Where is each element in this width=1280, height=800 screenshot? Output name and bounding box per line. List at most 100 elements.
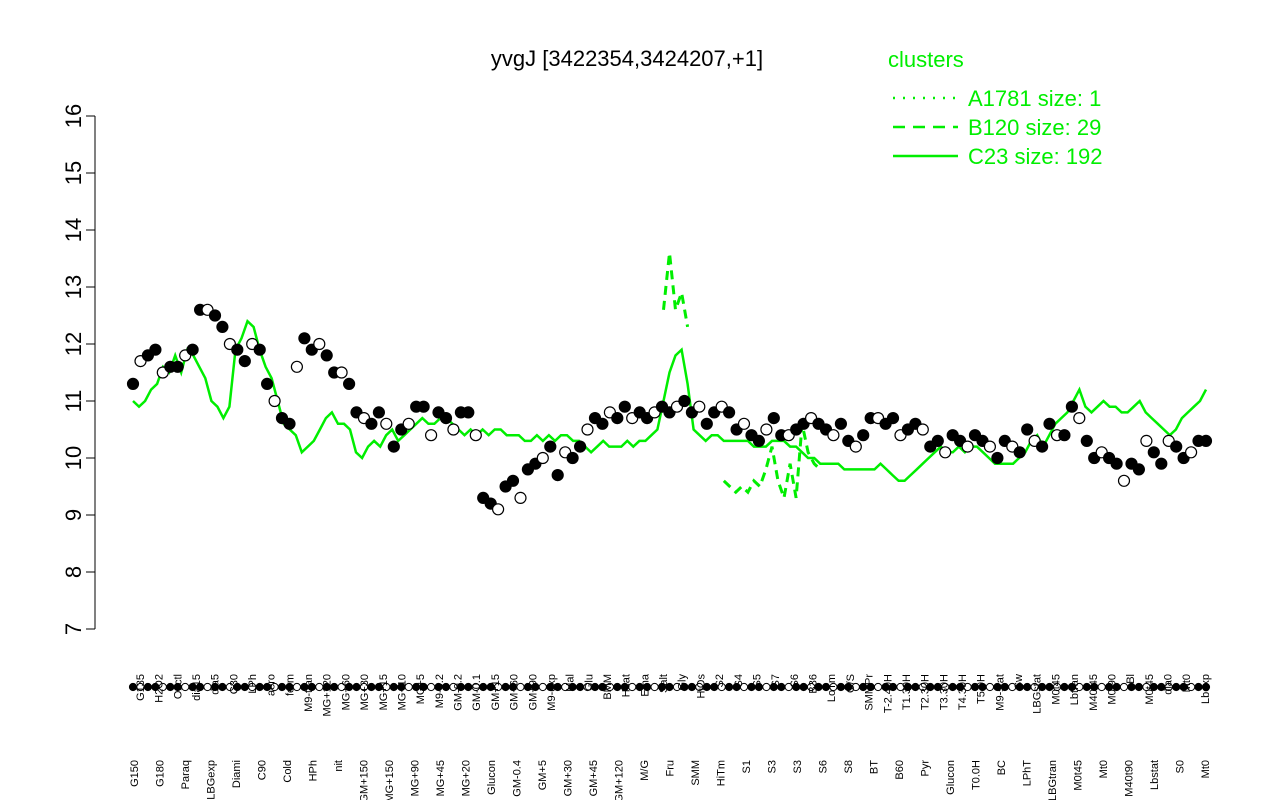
series-line-dashed xyxy=(722,423,822,504)
x-tick-label: S4 xyxy=(733,674,745,687)
data-point xyxy=(439,412,453,425)
data-point xyxy=(1058,429,1071,442)
x-tick-label: G180 xyxy=(154,760,166,787)
x-tick-label: T0.0H xyxy=(970,760,982,790)
data-point xyxy=(752,434,766,447)
x-tick-label: T2.30H xyxy=(920,674,932,710)
data-point xyxy=(544,440,557,453)
x-tick-label: M9-exp xyxy=(546,674,558,711)
data-point xyxy=(1013,446,1026,459)
y-tick-label: 9 xyxy=(61,509,86,521)
x-tick-label: MG+20 xyxy=(460,760,472,796)
legend-label: B120 size: 29 xyxy=(968,115,1101,140)
x-tick-label: dia0 xyxy=(1163,674,1175,695)
x-tick-label: Mt0 xyxy=(1181,674,1193,692)
x-tick-label: BT xyxy=(868,760,880,774)
data-point xyxy=(581,423,594,436)
data-point xyxy=(469,429,482,442)
data-point xyxy=(700,417,713,430)
data-point xyxy=(514,491,527,504)
x-tick-label: LPhT xyxy=(1021,760,1033,787)
data-point xyxy=(343,377,356,390)
x-tick-label: S1 xyxy=(741,760,753,773)
x-axis: G135 H2O2 Oxctl dia15 dia5 C30 LPh aero ferm M9-t… xyxy=(128,673,1212,800)
x-tick-label: S6 xyxy=(789,674,801,687)
x-tick-label: M9-tran xyxy=(303,674,315,712)
x-tick-label: Etha xyxy=(639,673,651,697)
data-point xyxy=(849,440,862,453)
x-tick-label: M40t90 xyxy=(1123,760,1135,797)
data-point xyxy=(1065,400,1079,413)
data-point xyxy=(536,451,549,465)
x-tick-label: Oxctl xyxy=(172,674,184,699)
data-point xyxy=(320,349,333,362)
data-point xyxy=(1155,457,1168,470)
x-tick-label: M40t45 xyxy=(1088,674,1100,711)
data-point xyxy=(462,406,475,419)
data-point xyxy=(939,446,952,459)
x-tick-label: T1.30H xyxy=(901,674,913,710)
x-tick-label: MG+120 xyxy=(322,674,334,717)
x-tick-label: Mt0 xyxy=(1098,760,1110,778)
data-point xyxy=(171,360,184,373)
data-point xyxy=(253,343,266,356)
data-point xyxy=(1080,434,1093,447)
x-tick-label: MG+60 xyxy=(340,674,352,710)
x-tick-label: GM+15 xyxy=(490,674,502,710)
data-point xyxy=(834,417,848,430)
x-tick-label: Paraq xyxy=(180,760,192,789)
x-tick-label: GM-0.4 xyxy=(511,760,523,797)
data-point xyxy=(208,309,222,322)
data-point xyxy=(760,423,773,436)
data-point xyxy=(216,320,229,333)
data-point xyxy=(126,377,140,390)
x-tick-label: SMM xyxy=(690,760,702,786)
data-point xyxy=(1147,446,1160,459)
x-tick-label: MG+90 xyxy=(409,760,421,796)
y-axis: 7 8 9 10 11 12 13 14 15 16 xyxy=(61,104,96,635)
data-point xyxy=(268,394,281,408)
x-tick-label: S3 xyxy=(792,760,804,773)
x-tick-label: Glucon xyxy=(945,760,957,795)
x-tick-label: G150 xyxy=(129,760,141,787)
x-tick-label: Glu xyxy=(583,674,595,691)
x-tick-label: T3.30H xyxy=(938,674,950,710)
data-point xyxy=(678,394,691,408)
x-tick-label: M/G xyxy=(639,760,651,781)
y-tick-label: 16 xyxy=(61,104,86,128)
x-tick-label: M9-0.2 xyxy=(434,674,446,708)
x-tick-label: Sw xyxy=(1013,674,1025,689)
data-point xyxy=(1021,423,1034,436)
x-tick-label: GM+45 xyxy=(588,760,600,796)
data-point xyxy=(506,474,520,487)
x-marker xyxy=(687,682,697,692)
x-marker xyxy=(1201,682,1211,692)
x-tick-label: GM+60 xyxy=(509,674,521,710)
data-point xyxy=(387,440,400,453)
data-point xyxy=(1043,417,1056,430)
x-tick-label: GM+30 xyxy=(562,760,574,796)
x-marker xyxy=(799,682,808,692)
x-tick-label: B36 xyxy=(808,674,820,694)
x-tick-label: dia5 xyxy=(210,674,222,695)
x-tick-label: Mt0 xyxy=(1200,760,1212,778)
x-tick-label: Lbexp xyxy=(1200,674,1212,704)
series-line-dashed xyxy=(662,252,690,328)
series-layer xyxy=(132,252,1208,504)
x-tick-label: H2O2 xyxy=(154,674,166,703)
x-tick-label: dia15 xyxy=(191,674,203,701)
data-point xyxy=(611,412,624,425)
legend: clusters A1781 size: 1 B120 size: 29 C23 s… xyxy=(888,47,1103,169)
x-tick-label: MG+5 xyxy=(415,674,427,704)
data-point xyxy=(313,337,326,351)
x-tick-label: Glucon xyxy=(486,760,498,795)
x-tick-label: Pyr xyxy=(919,760,931,777)
data-point xyxy=(573,440,587,453)
data-point xyxy=(417,400,430,413)
data-point xyxy=(261,377,274,390)
x-tick-label: LBGstat xyxy=(1032,674,1044,714)
series-line-solid xyxy=(132,318,1208,483)
points-layer xyxy=(126,303,1213,516)
y-tick-label: 8 xyxy=(61,566,86,578)
x-tick-label: MG+150 xyxy=(384,760,396,800)
